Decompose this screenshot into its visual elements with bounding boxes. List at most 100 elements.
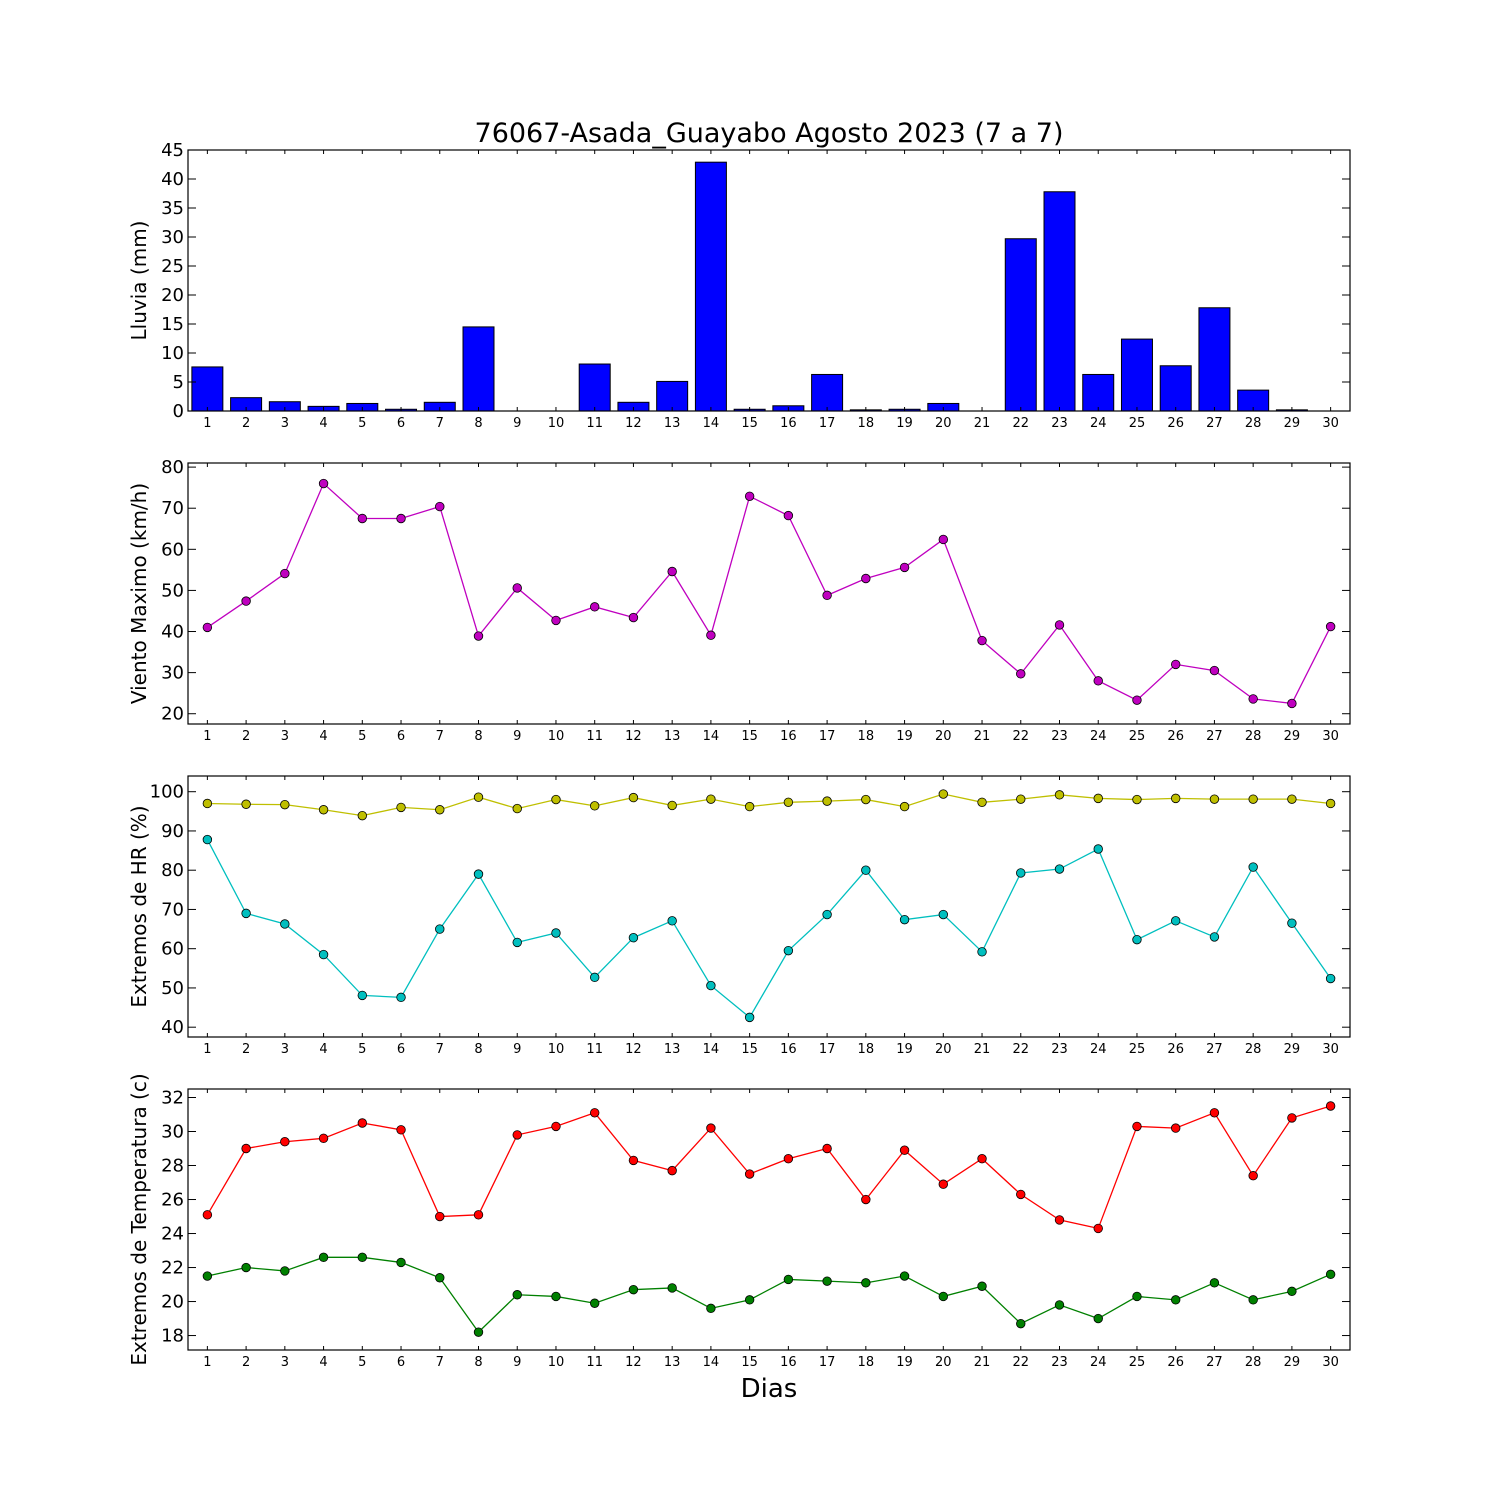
x-tick-label: 22 xyxy=(1012,1042,1029,1057)
x-tick-label: 16 xyxy=(780,729,797,744)
point-series-2-day-18 xyxy=(861,865,871,875)
point-series-1-day-25 xyxy=(1132,794,1142,805)
x-tick-label: 8 xyxy=(474,1355,482,1370)
point-series-1-day-25 xyxy=(1132,695,1142,705)
x-tick-label: 9 xyxy=(513,729,521,744)
point-series-1-day-7 xyxy=(435,1211,445,1222)
point-series-1-day-24 xyxy=(1093,793,1103,804)
x-tick-label: 29 xyxy=(1284,729,1301,744)
point-series-2-day-7 xyxy=(435,924,445,934)
series-line-1 xyxy=(206,1105,1331,1230)
point-series-1-day-5 xyxy=(357,513,368,524)
y-tick-label: 28 xyxy=(161,1156,184,1177)
x-tick-label: 20 xyxy=(935,1042,952,1057)
point-series-1-day-16 xyxy=(783,1154,794,1164)
point-series-1-day-12 xyxy=(628,792,639,803)
x-tick-label: 6 xyxy=(397,416,405,431)
x-tick-label: 14 xyxy=(703,1042,720,1057)
x-tick-label: 14 xyxy=(703,416,720,431)
point-series-1-day-8 xyxy=(473,631,484,641)
y-tick-label: 60 xyxy=(161,939,184,960)
point-series-2-day-5 xyxy=(357,1252,368,1263)
point-series-2-day-20 xyxy=(938,1291,949,1302)
x-tick-label: 12 xyxy=(625,1355,642,1370)
point-series-1-day-17 xyxy=(822,796,832,806)
x-tick-label: 23 xyxy=(1051,416,1068,431)
y-axis-label: Extremos de HR (%) xyxy=(127,805,151,1007)
point-series-1-day-14 xyxy=(706,630,716,640)
x-tick-label: 18 xyxy=(858,1042,875,1057)
point-series-1-day-20 xyxy=(938,789,949,799)
bar-day-17 xyxy=(811,373,844,412)
point-series-1-day-12 xyxy=(628,612,639,623)
point-series-1-day-7 xyxy=(435,805,445,815)
x-tick-label: 30 xyxy=(1322,1355,1339,1370)
y-axis-label: Lluvia (mm) xyxy=(127,221,151,341)
point-series-1-day-27 xyxy=(1209,1108,1220,1118)
point-series-2-day-17 xyxy=(822,909,832,920)
x-tick-label: 28 xyxy=(1245,416,1262,431)
point-series-1-day-28 xyxy=(1248,1171,1258,1181)
point-series-2-day-18 xyxy=(861,1278,871,1288)
point-series-1-day-21 xyxy=(977,797,987,808)
point-series-1-day-11 xyxy=(590,602,600,612)
point-series-1-day-1 xyxy=(202,1210,213,1220)
point-series-1-day-15 xyxy=(744,491,755,501)
y-tick-label: 30 xyxy=(161,227,184,248)
x-tick-label: 13 xyxy=(664,1355,681,1370)
point-series-1-day-4 xyxy=(318,478,329,489)
point-series-2-day-13 xyxy=(667,916,677,926)
y-tick-label: 26 xyxy=(161,1190,184,1211)
x-tick-label: 17 xyxy=(819,1355,836,1370)
x-tick-label: 21 xyxy=(974,1355,991,1370)
y-tick-label: 35 xyxy=(161,198,184,219)
x-tick-label: 15 xyxy=(741,1355,758,1370)
point-series-2-day-29 xyxy=(1287,1286,1297,1297)
point-series-1-day-24 xyxy=(1093,676,1103,686)
x-tick-label: 7 xyxy=(436,1042,444,1057)
point-series-2-day-14 xyxy=(706,980,716,991)
point-series-1-day-15 xyxy=(744,1169,755,1179)
x-tick-label: 16 xyxy=(780,1042,797,1057)
x-tick-label: 4 xyxy=(319,1355,327,1370)
panels: 1 2 3 4 5 6 7 8 9 10 11 12 13 14 15 16 17 18 19 20 21 22 23 24 2… xyxy=(127,140,1351,1370)
point-series-2-day-26 xyxy=(1170,916,1181,926)
point-series-1-day-20 xyxy=(938,1179,949,1189)
point-series-1-day-26 xyxy=(1170,1123,1181,1133)
point-series-1-day-27 xyxy=(1209,665,1220,676)
x-tick-label: 15 xyxy=(741,1042,758,1057)
point-series-2-day-29 xyxy=(1287,918,1297,928)
point-series-2-day-11 xyxy=(590,972,600,983)
point-series-1-day-17 xyxy=(822,590,832,601)
x-tick-label: 20 xyxy=(935,729,952,744)
bar-day-13 xyxy=(656,380,689,412)
x-tick-label: 5 xyxy=(358,1042,366,1057)
x-tick-label: 23 xyxy=(1051,1355,1068,1370)
point-series-1-day-14 xyxy=(706,794,716,804)
point-series-2-day-2 xyxy=(241,1262,251,1273)
bar-day-22 xyxy=(1004,238,1037,412)
x-tick-label: 20 xyxy=(935,1355,952,1370)
point-series-2-day-10 xyxy=(551,928,561,938)
point-series-2-day-9 xyxy=(512,1290,522,1300)
x-tick-label: 11 xyxy=(586,729,603,744)
point-series-2-day-30 xyxy=(1325,973,1336,984)
point-series-1-day-3 xyxy=(280,799,290,810)
x-tick-label: 23 xyxy=(1051,1042,1068,1057)
x-tick-label: 29 xyxy=(1284,1042,1301,1057)
y-tick-label: 45 xyxy=(161,140,184,161)
x-tick-label: 5 xyxy=(358,729,366,744)
point-series-2-day-21 xyxy=(977,1281,987,1291)
point-series-1-day-26 xyxy=(1170,659,1181,670)
y-tick-label: 18 xyxy=(161,1326,184,1347)
point-series-1-day-22 xyxy=(1016,669,1026,679)
point-series-2-day-28 xyxy=(1248,1295,1258,1305)
point-series-1-day-21 xyxy=(977,1154,987,1164)
point-series-1-day-30 xyxy=(1325,1101,1336,1111)
x-tick-label: 8 xyxy=(474,1042,482,1057)
x-tick-label: 1 xyxy=(203,416,211,431)
x-tick-label: 10 xyxy=(548,416,565,431)
point-series-1-day-29 xyxy=(1287,1113,1297,1123)
x-tick-label: 19 xyxy=(896,416,913,431)
y-tick-label: 40 xyxy=(161,622,184,643)
